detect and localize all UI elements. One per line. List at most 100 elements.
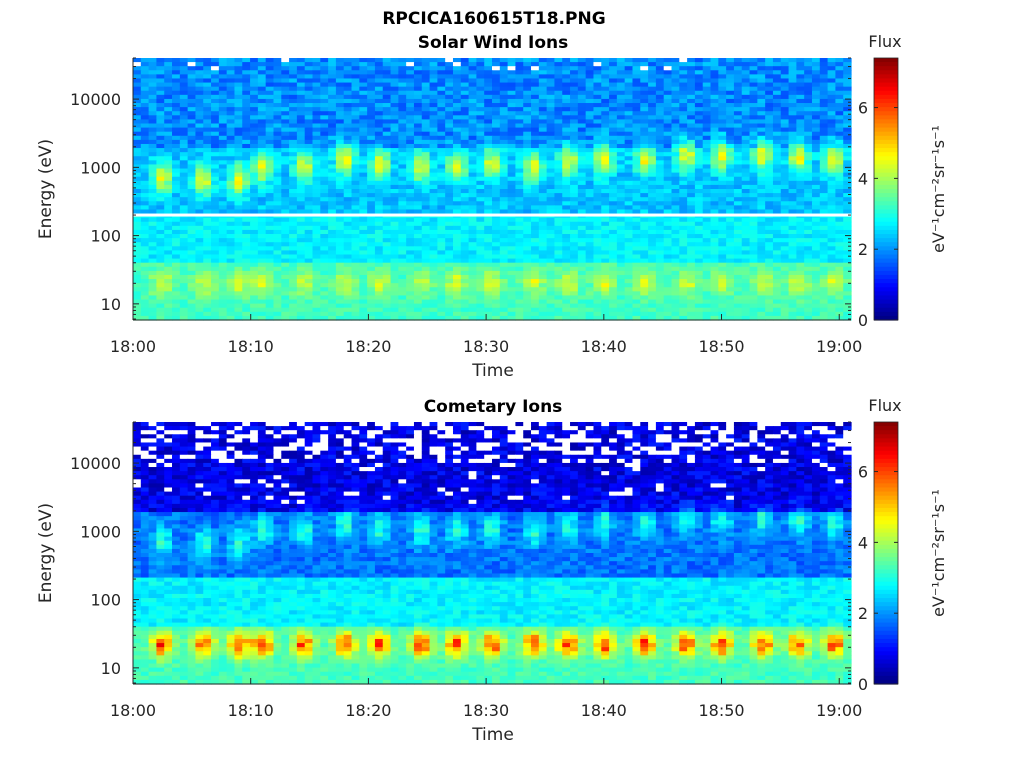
heatmap-cell — [203, 164, 212, 170]
heatmap-cell — [289, 250, 298, 256]
heatmap-cell — [265, 258, 275, 264]
heatmap-cell — [476, 229, 485, 235]
heatmap-cell — [819, 164, 829, 170]
heatmap-cell — [320, 135, 329, 141]
heatmap-cell — [218, 180, 228, 186]
heatmap-cell — [273, 209, 282, 215]
heatmap-cell — [374, 274, 384, 280]
heatmap-cell — [632, 229, 641, 235]
heatmap-cell — [164, 246, 173, 251]
heatmap-cell — [468, 274, 477, 280]
heatmap-cell — [312, 262, 321, 268]
heatmap-cell — [632, 111, 641, 116]
heatmap-cell — [585, 143, 595, 149]
heatmap-cell — [577, 135, 587, 141]
heatmap-cell — [320, 90, 329, 96]
heatmap-cell — [374, 266, 384, 272]
heatmap-cell — [679, 168, 688, 174]
heatmap-cell — [218, 127, 228, 133]
heatmap-cell — [445, 103, 454, 108]
heatmap-cell — [772, 152, 782, 157]
heatmap-cell — [609, 250, 618, 256]
heatmap-cell — [648, 225, 657, 231]
heatmap-cell — [390, 270, 399, 276]
heatmap-cell — [250, 139, 259, 145]
heatmap-cell — [702, 139, 712, 145]
heatmap-cell — [507, 168, 517, 174]
heatmap-cell — [562, 74, 571, 80]
heatmap-cell — [359, 234, 368, 239]
heatmap-cell — [632, 168, 641, 174]
heatmap-cell — [492, 119, 501, 125]
heatmap-cell — [562, 58, 571, 63]
heatmap-cell — [296, 119, 306, 125]
heatmap-cell — [476, 74, 485, 80]
heatmap-cell — [601, 172, 610, 178]
heatmap-cell — [811, 270, 821, 276]
heatmap-cell — [289, 258, 298, 264]
heatmap-cell — [679, 229, 688, 235]
heatmap-cell — [718, 246, 727, 251]
heatmap-cell — [203, 152, 212, 157]
heatmap-cell — [320, 123, 329, 129]
heatmap-cell — [624, 62, 634, 67]
heatmap-cell — [819, 246, 829, 251]
heatmap-cell — [796, 86, 805, 92]
heatmap-cell — [624, 197, 634, 202]
heatmap-cell — [452, 119, 462, 125]
heatmap-cell — [187, 143, 197, 149]
heatmap-cell — [593, 78, 602, 84]
heatmap-cell — [538, 193, 548, 198]
heatmap-cell — [140, 209, 150, 215]
heatmap-cell — [133, 160, 142, 166]
heatmap-cell — [187, 103, 197, 108]
heatmap-cell — [827, 94, 836, 100]
heatmap-cell — [242, 143, 251, 149]
heatmap-cell — [694, 135, 704, 141]
heatmap-cell — [452, 221, 462, 227]
heatmap-cell — [531, 258, 540, 264]
heatmap-cell — [421, 131, 431, 137]
heatmap-cell — [531, 123, 540, 129]
heatmap-cell — [624, 246, 634, 251]
heatmap-cell — [445, 270, 454, 276]
heatmap-cell — [390, 74, 399, 80]
heatmap-cell — [804, 234, 813, 239]
heatmap-cell — [421, 266, 431, 272]
heatmap-cell — [507, 62, 517, 67]
heatmap-cell — [577, 217, 587, 223]
heatmap-cell — [148, 172, 158, 178]
heatmap-cell — [156, 221, 165, 227]
heatmap-cell — [655, 193, 665, 198]
heatmap-cell — [312, 115, 321, 120]
heatmap-cell — [312, 131, 321, 137]
heatmap-cell — [164, 229, 173, 235]
heatmap-cell — [476, 209, 485, 215]
heatmap-cell — [757, 82, 766, 88]
heatmap-cell — [257, 164, 267, 170]
heatmap-cell — [648, 94, 657, 100]
heatmap-cell — [203, 197, 212, 202]
heatmap-cell — [632, 115, 641, 120]
heatmap-cell — [601, 90, 610, 96]
heatmap-cell — [663, 94, 673, 100]
heatmap-cell — [655, 160, 665, 166]
heatmap-cell — [211, 103, 220, 108]
heatmap-cell — [257, 86, 267, 92]
heatmap-cell — [242, 111, 251, 116]
heatmap-cell — [460, 107, 470, 112]
heatmap-cell — [570, 172, 579, 178]
heatmap-cell — [187, 242, 197, 247]
heatmap-cell — [218, 221, 228, 227]
heatmap-cell — [741, 229, 751, 235]
heatmap-cell — [226, 152, 236, 157]
heatmap-cell — [250, 262, 259, 268]
heatmap-cell — [765, 90, 774, 96]
heatmap-cell — [289, 209, 298, 215]
heatmap-cell — [492, 66, 501, 71]
heatmap-cell — [296, 164, 306, 170]
heatmap-cell — [624, 90, 634, 96]
heatmap-cell — [679, 103, 688, 108]
heatmap-cell — [226, 58, 236, 63]
heatmap-cell — [788, 107, 797, 112]
